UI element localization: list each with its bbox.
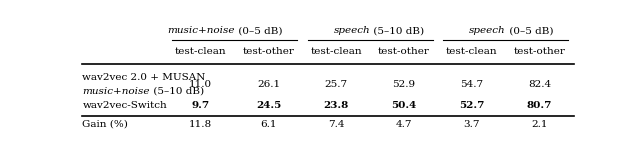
Text: wav2vec 2.0 + MUSAN: wav2vec 2.0 + MUSAN [83,73,206,82]
Text: 2.1: 2.1 [531,120,548,129]
Text: speech: speech [333,26,370,35]
Text: speech: speech [469,26,506,35]
Text: 80.7: 80.7 [527,101,552,110]
Text: 82.4: 82.4 [528,80,551,89]
Text: 7.4: 7.4 [328,120,344,129]
Text: 52.9: 52.9 [392,80,415,89]
Text: 23.8: 23.8 [324,101,349,110]
Text: music+noise: music+noise [83,87,150,96]
Text: 4.7: 4.7 [396,120,412,129]
Text: 3.7: 3.7 [463,120,480,129]
Text: (5–10 dB): (5–10 dB) [370,26,424,35]
Text: test-clean: test-clean [175,47,227,56]
Text: 6.1: 6.1 [260,120,276,129]
Text: test-other: test-other [378,47,430,56]
Text: (0–5 dB): (0–5 dB) [506,26,553,35]
Text: 54.7: 54.7 [460,80,483,89]
Text: wav2vec-Switch: wav2vec-Switch [83,101,167,110]
Text: 52.7: 52.7 [459,101,484,110]
Text: test-other: test-other [514,47,566,56]
Text: 9.7: 9.7 [191,101,210,110]
Text: test-clean: test-clean [310,47,362,56]
Text: test-clean: test-clean [446,47,498,56]
Text: test-other: test-other [243,47,294,56]
Text: Gain (%): Gain (%) [83,120,129,129]
Text: music+noise: music+noise [167,26,235,35]
Text: 11.0: 11.0 [189,80,212,89]
Text: 25.7: 25.7 [324,80,348,89]
Text: (0–5 dB): (0–5 dB) [235,26,282,35]
Text: 26.1: 26.1 [257,80,280,89]
Text: (5–10 dB): (5–10 dB) [150,87,204,96]
Text: 11.8: 11.8 [189,120,212,129]
Text: 24.5: 24.5 [256,101,281,110]
Text: 50.4: 50.4 [392,101,417,110]
